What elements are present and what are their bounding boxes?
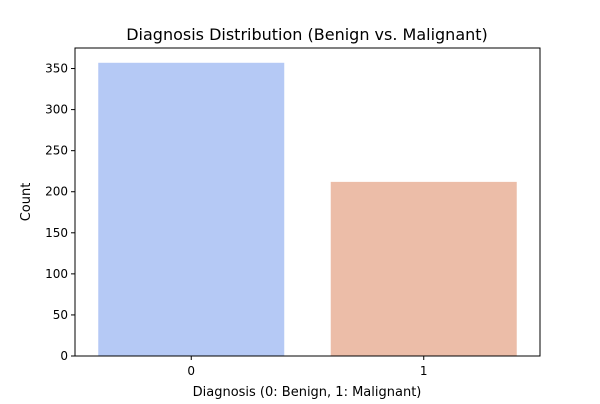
bars-layer bbox=[98, 62, 517, 357]
y-tick-label-250: 250 bbox=[45, 144, 68, 158]
y-axis-label: Count bbox=[19, 183, 34, 222]
chart-title: Diagnosis Distribution (Benign vs. Malig… bbox=[126, 25, 488, 44]
y-axis: 0 50 100 150 200 250 300 350 bbox=[45, 62, 75, 363]
y-tick-label-350: 350 bbox=[45, 62, 68, 76]
y-tick-label-150: 150 bbox=[45, 226, 68, 240]
x-axis-label: Diagnosis (0: Benign, 1: Malignant) bbox=[193, 385, 422, 400]
y-tick-label-300: 300 bbox=[45, 103, 68, 117]
x-tick-label-0: 0 bbox=[187, 364, 195, 378]
plot-frame bbox=[74, 47, 541, 357]
y-tick-label-0: 0 bbox=[60, 349, 68, 363]
bar-1 bbox=[330, 181, 517, 356]
y-tick-label-100: 100 bbox=[45, 267, 68, 281]
x-tick-label-1: 1 bbox=[420, 364, 428, 378]
y-tick-label-50: 50 bbox=[53, 308, 68, 322]
y-tick-label-200: 200 bbox=[45, 185, 68, 199]
bar-0 bbox=[98, 62, 285, 357]
